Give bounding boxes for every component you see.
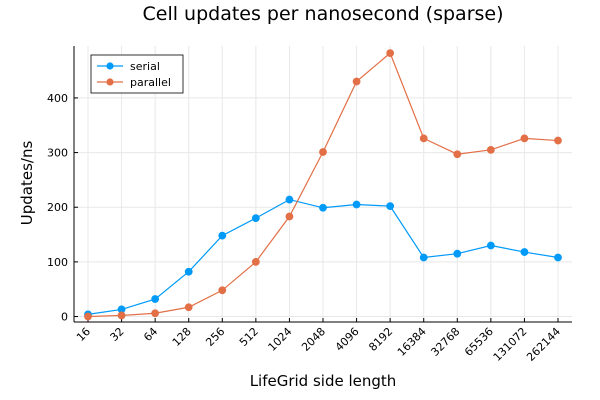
data-point-serial	[520, 248, 529, 256]
data-point-parallel	[319, 148, 327, 156]
data-point-parallel	[486, 145, 495, 154]
x-tick-label: 32	[108, 325, 127, 344]
data-point-parallel	[184, 303, 193, 312]
series-serial	[84, 195, 562, 319]
data-point-parallel	[151, 309, 160, 318]
y-tick-label: 200	[47, 201, 68, 214]
data-point-parallel	[554, 136, 562, 145]
y-axis-label: Updates/ns	[18, 141, 36, 226]
axes	[73, 46, 572, 323]
x-tick-label: 16	[74, 325, 93, 344]
data-point-parallel	[419, 134, 428, 143]
data-point-serial	[453, 249, 462, 258]
data-point-parallel	[386, 49, 395, 58]
x-tick-label: 512	[237, 325, 261, 349]
y-tick-label: 0	[61, 311, 68, 324]
x-tick-label: 262144	[524, 325, 563, 364]
legend-swatch-marker	[106, 78, 114, 86]
data-point-serial	[184, 267, 193, 276]
data-point-serial	[352, 200, 361, 209]
legend-label: serial	[130, 60, 160, 73]
x-tick-label: 2048	[299, 325, 328, 354]
data-point-parallel	[453, 150, 462, 159]
legend: serial parallel	[90, 54, 184, 94]
chart-title: Cell updates per nanosecond (sparse)	[142, 3, 503, 25]
data-point-serial	[386, 202, 395, 211]
y-tick-label: 300	[47, 147, 68, 160]
data-point-parallel	[285, 212, 294, 221]
legend-item-serial: serial	[97, 60, 160, 73]
x-tick-label: 1024	[266, 325, 295, 354]
data-point-parallel	[84, 312, 92, 321]
x-tick-label: 8192	[366, 325, 395, 354]
data-point-parallel	[218, 286, 227, 295]
legend-box	[90, 54, 184, 94]
data-point-serial	[218, 231, 227, 240]
y-tick-label: 100	[47, 256, 68, 269]
x-axis-label: LifeGrid side length	[250, 372, 397, 390]
data-point-serial	[554, 253, 562, 262]
x-tick-label: 128	[170, 325, 194, 349]
legend-label: parallel	[130, 76, 171, 89]
x-tick-label: 256	[203, 325, 227, 349]
x-tick-label: 131072	[491, 325, 530, 364]
x-tick-label: 32768	[428, 325, 462, 359]
data-point-serial	[419, 253, 428, 262]
data-point-serial	[319, 203, 327, 212]
data-point-parallel	[251, 257, 260, 266]
data-point-parallel	[520, 134, 529, 143]
tick-labels: 0 100 200 300 400 16 32 64 128 256 512 1024 2048 4096…	[47, 92, 563, 364]
data-point-serial	[486, 241, 495, 250]
legend-item-parallel: parallel	[97, 76, 171, 89]
series-parallel	[84, 49, 562, 321]
y-tick-label: 400	[47, 92, 68, 105]
data-point-serial	[151, 295, 160, 303]
legend-swatch-marker	[106, 62, 114, 70]
data-point-parallel	[352, 77, 361, 86]
data-point-serial	[251, 214, 260, 223]
data-point-parallel	[117, 311, 126, 320]
data-point-serial	[285, 195, 294, 204]
x-tick-label: 16384	[395, 325, 429, 359]
series-layer	[84, 49, 562, 321]
x-tick-label: 64	[141, 325, 160, 344]
x-tick-label: 4096	[333, 325, 362, 354]
